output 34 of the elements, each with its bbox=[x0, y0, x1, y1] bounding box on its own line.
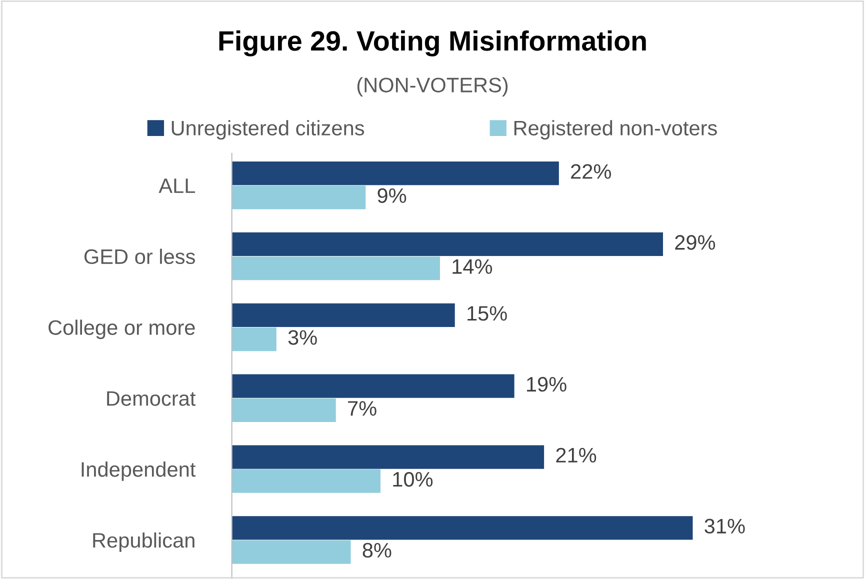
bar bbox=[232, 161, 559, 186]
y-tick-label: ALL bbox=[158, 178, 196, 193]
data-label: 22% bbox=[571, 164, 611, 179]
data-label: 7% bbox=[348, 401, 376, 416]
data-label: 31% bbox=[704, 518, 745, 534]
bar bbox=[232, 540, 351, 564]
chart-title: Figure 29. Voting Misinformation bbox=[219, 30, 646, 56]
bar bbox=[232, 516, 693, 540]
bar bbox=[232, 303, 455, 327]
data-label: 19% bbox=[527, 376, 566, 392]
data-label: 9% bbox=[378, 188, 406, 204]
data-label: 21% bbox=[556, 448, 596, 463]
chart-subtitle: (NON-VOTERS) bbox=[357, 77, 508, 97]
data-label: 3% bbox=[288, 330, 317, 345]
y-tick-label: GED or less bbox=[84, 248, 195, 264]
y-tick-label: College or more bbox=[48, 320, 195, 340]
legend-label: Unregistered citizens bbox=[172, 120, 364, 140]
data-label: 8% bbox=[362, 542, 392, 558]
data-label: 15% bbox=[468, 306, 507, 321]
y-tick-label: Democrat bbox=[107, 391, 196, 406]
y-tick-label: Republican bbox=[93, 532, 194, 552]
data-label: 10% bbox=[393, 472, 433, 487]
bar bbox=[232, 327, 276, 352]
data-label: 14% bbox=[452, 259, 492, 274]
bar bbox=[232, 398, 336, 422]
bar bbox=[232, 469, 380, 493]
bar bbox=[232, 232, 663, 256]
bar bbox=[232, 374, 514, 398]
legend-label: Registered non-voters bbox=[514, 120, 717, 140]
bar bbox=[232, 445, 544, 469]
y-tick-label: Independent bbox=[82, 462, 196, 481]
bar bbox=[232, 186, 366, 210]
bar bbox=[232, 256, 440, 280]
data-label: 29% bbox=[675, 235, 716, 250]
